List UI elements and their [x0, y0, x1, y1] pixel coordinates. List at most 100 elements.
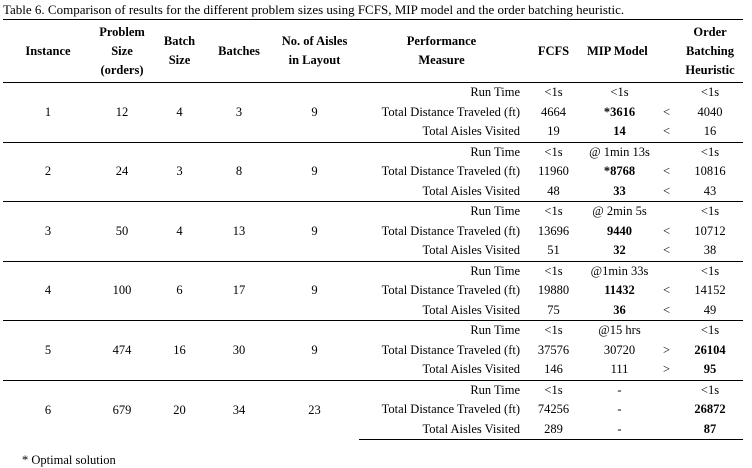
comparison-cell: < [662, 223, 671, 238]
measure-cell: Total Aisles Visited [422, 183, 520, 198]
table-body: 1 12 4 3 9 Run Time <1s <1s <1s Total Distance Tr… [3, 82, 744, 440]
results-table: Instance Problem Size (orders) Batch Siz… [3, 19, 744, 440]
mip-cell: 30720 [603, 342, 636, 357]
comparison-cell: < [662, 283, 671, 298]
mip-cell: - [617, 402, 622, 417]
header-problem-size-line2: Size [111, 43, 133, 58]
instance-cell: 6 [3, 379, 93, 440]
header-aisles-line1: No. of Aisles [281, 34, 348, 48]
fcfs-cell: 146 [544, 362, 563, 377]
table-row: Total Distance Traveled (ft) 19880 11432 <1… [3, 281, 743, 301]
measure-cell: Total Distance Traveled (ft) [381, 283, 520, 298]
heuristic-cell: <1s [677, 82, 744, 103]
comparison-cell: < [662, 164, 671, 179]
mip-cell: @1min 33s [583, 260, 656, 281]
table-row: 6 679 20 34 23 Run Time <1s - <1s [3, 379, 744, 440]
instance-cell: 1 [3, 82, 93, 142]
mip-cell: 33 [613, 183, 626, 198]
aisles-cell: 9 [270, 141, 359, 202]
table-row: 5 474 16 30 9 Run Time <1s @15 hrs <1s [3, 320, 744, 380]
footnote: * Optimal solution [22, 453, 116, 467]
heuristic-cell: 10816 [694, 164, 726, 179]
mip-cell: *8768 [603, 164, 636, 179]
measure-cell: Total Distance Traveled (ft) [381, 104, 520, 119]
comparison-cell [656, 400, 677, 420]
measure-cell: Run Time [359, 260, 524, 281]
batches-cell: 3 [208, 82, 270, 142]
comparison-cell: < [662, 104, 671, 119]
fcfs-cell: <1s [524, 201, 583, 222]
fcfs-cell: <1s [524, 82, 583, 103]
problem-size-cell: 474 [93, 320, 151, 380]
mip-cell: 32 [613, 243, 626, 258]
header-heuristic-line2: Batching [686, 43, 734, 58]
table-row: Total Aisles Visited 289-87 [3, 419, 744, 440]
table-row: Total Distance Traveled (ft) 11960 *8768 <1… [3, 162, 743, 182]
comparison-cell: > [662, 342, 671, 357]
mip-cell: - [583, 379, 656, 400]
header-batch-size-line1: Batch [163, 34, 196, 48]
fcfs-cell: 289 [524, 419, 583, 440]
measure-cell: Total Distance Traveled (ft) [381, 223, 520, 238]
batch-size-cell: 4 [151, 201, 208, 261]
heuristic-cell: 43 [703, 183, 717, 198]
fcfs-cell: 51 [547, 243, 560, 258]
header-mip: MIP Model [583, 19, 678, 83]
instance-cell: 2 [3, 141, 93, 202]
batch-size-cell: 16 [151, 320, 208, 380]
measure-cell: Total Distance Traveled (ft) [381, 164, 520, 179]
batches-cell: 34 [208, 379, 270, 440]
comparison-cell [656, 320, 678, 341]
header-batch-size: Batch Size [151, 19, 208, 83]
fcfs-cell: 48 [547, 183, 560, 198]
table-row: Total Aisles Visited 146 111 >95 [3, 360, 743, 380]
table-row: 4 100 6 17 9 Run Time <1s @1min 33s <1s [3, 260, 744, 321]
mip-cell: 9440 [607, 223, 632, 238]
heuristic-cell: 26872 [694, 402, 726, 417]
measure-cell: Run Time [359, 379, 524, 400]
comparison-cell: < [662, 302, 671, 317]
mip-cell: 11432 [604, 283, 635, 298]
problem-size-cell: 100 [93, 260, 151, 321]
header-measure-line1: Performance [406, 34, 477, 48]
problem-size-cell: 12 [93, 82, 151, 142]
heuristic-cell: 95 [703, 362, 717, 377]
table-row: 3 50 4 13 9 Run Time <1s @ 2min 5s <1s [3, 201, 744, 261]
table-row: Total Distance Traveled (ft) 37576 30720 >2… [3, 341, 743, 361]
table-row: Total Aisles Visited 51 32 <38 [3, 241, 743, 261]
fcfs-cell: <1s [524, 141, 583, 162]
fcfs-cell: <1s [524, 260, 583, 281]
batch-size-cell: 6 [151, 260, 208, 321]
header-batches: Batches [208, 19, 270, 83]
table-caption: Table 6. Comparison of results for the d… [3, 2, 625, 17]
fcfs-cell: <1s [524, 379, 583, 400]
fcfs-cell: 11960 [538, 164, 569, 179]
header-heuristic: Order Batching Heuristic [677, 19, 744, 83]
header-problem-size-line3: (orders) [100, 62, 144, 77]
measure-cell: Total Distance Traveled (ft) [381, 342, 520, 357]
measure-cell: Total Aisles Visited [422, 362, 520, 377]
heuristic-cell: 14152 [694, 283, 726, 298]
header-row: Instance Problem Size (orders) Batch Siz… [3, 19, 744, 83]
table-row: 2 24 3 8 9 Run Time <1s @ 1min 13s <1s [3, 141, 744, 202]
table-row: Total Aisles Visited 19 14 <16 [3, 122, 743, 142]
heuristic-cell: 26104 [694, 342, 726, 357]
table-row: Total Aisles Visited 48 33 <43 [3, 182, 743, 202]
header-batch-size-line2: Size [168, 53, 191, 67]
heuristic-cell: <1s [677, 320, 744, 341]
comparison-cell: > [662, 362, 671, 377]
batch-size-cell: 3 [151, 141, 208, 202]
heuristic-cell: 49 [703, 302, 717, 317]
heuristic-cell: <1s [677, 141, 744, 162]
header-mip-label: MIP Model [587, 43, 648, 58]
fcfs-cell: 19 [547, 124, 560, 139]
header-fcfs-label: FCFS [537, 43, 570, 58]
comparison-cell [656, 82, 678, 103]
header-heuristic-line3: Heuristic [685, 62, 735, 77]
heuristic-cell: <1s [677, 379, 744, 400]
header-fcfs: FCFS [524, 19, 583, 83]
mip-cell: <1s [583, 82, 656, 103]
heuristic-cell: 4040 [697, 104, 723, 119]
measure-cell: Total Aisles Visited [359, 419, 524, 440]
mip-cell: @15 hrs [583, 320, 656, 341]
